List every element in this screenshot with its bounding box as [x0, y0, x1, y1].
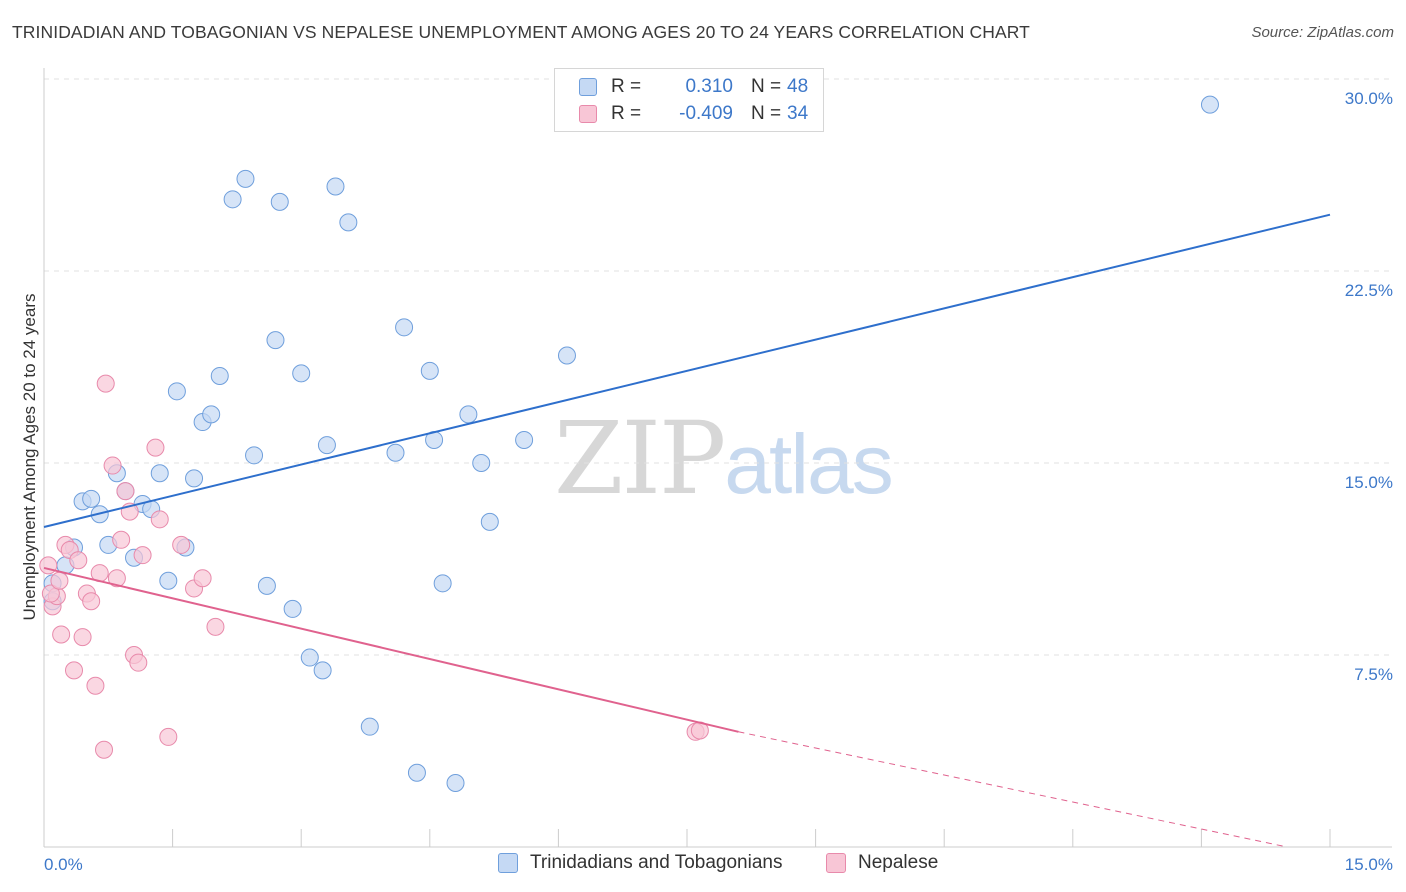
nepalese-point: [193, 569, 212, 588]
trinidadian-point: [339, 213, 358, 232]
trinidadian-point: [395, 318, 414, 337]
trinidadian-point: [245, 446, 264, 465]
trinidadian-point: [1200, 95, 1219, 114]
trinidadian-point: [82, 489, 101, 508]
trinidadian-point: [472, 454, 491, 472]
legend-r-value: -0.409: [679, 103, 733, 124]
trinidadian-point: [480, 512, 499, 531]
nepalese-point: [146, 438, 165, 457]
nepalese-point: [116, 482, 135, 501]
trinidadian-point: [223, 190, 242, 209]
trinidadian-point: [167, 382, 186, 401]
legend-n-value: 48: [787, 76, 809, 97]
trinidadian-point: [515, 430, 534, 449]
nepalese-point: [41, 584, 60, 603]
nepalese-point: [69, 551, 88, 570]
trinidadian-point: [446, 774, 465, 792]
trinidadian-point: [317, 436, 336, 455]
bottom-legend-label: Trinidadians and Tobagonians: [530, 852, 783, 873]
nepalese-point: [150, 510, 169, 529]
legend-r-label: R =: [611, 76, 642, 97]
nepalese-point: [52, 625, 71, 644]
nepalese-point: [65, 661, 84, 680]
watermark-atlas: atlas: [724, 417, 893, 511]
trinidadian-point: [159, 571, 178, 590]
y-tick-label: 30.0%: [1345, 89, 1393, 108]
trinidadian-point: [300, 648, 319, 667]
bottom-legend-label: Nepalese: [858, 852, 939, 873]
trinidadian-point: [407, 763, 426, 782]
legend-n-label: N =: [751, 76, 782, 97]
trinidadian-point: [236, 169, 255, 188]
trinidadian-point: [202, 405, 221, 424]
trinidadian-point: [386, 443, 405, 462]
trinidadian-point: [150, 464, 169, 483]
chart-title: TRINIDADIAN AND TOBAGONIAN VS NEPALESE U…: [12, 22, 1030, 42]
nepalese-point: [103, 456, 122, 475]
nepalese-point: [159, 727, 178, 746]
trinidadian-point: [185, 469, 204, 488]
trinidadian-point: [557, 346, 576, 365]
y-axis-label: Unemployment Among Ages 20 to 24 years: [20, 293, 39, 621]
bottom-legend-swatch-pink: [826, 853, 846, 873]
legend-row-nepalese: R = -0.409 N = 34: [579, 102, 808, 126]
trinidadian-point: [326, 177, 345, 196]
bottom-legend-trinidadian: Trinidadians and Tobagonians: [498, 852, 782, 874]
y-tick-label: 15.0%: [1345, 473, 1393, 492]
bottom-legend-swatch-blue: [498, 853, 518, 873]
nepalese-point: [82, 592, 101, 611]
nepalese-point: [96, 374, 115, 393]
watermark-zip: ZIP: [554, 400, 726, 517]
trinidadian-point: [420, 361, 439, 380]
nepalese-point: [133, 546, 152, 565]
x-tick-label: 15.0%: [1345, 855, 1393, 874]
legend-n-label: N =: [751, 103, 782, 124]
legend-r-value: 0.310: [685, 76, 733, 97]
nepalese-point: [107, 569, 126, 588]
y-tick-label: 22.5%: [1345, 281, 1393, 300]
nepalese-point: [112, 530, 131, 549]
trinidadian-point: [433, 574, 452, 593]
legend-r-label: R =: [611, 103, 642, 124]
trinidadian-trend-line: [43, 213, 1331, 528]
nepalese-point: [172, 535, 191, 554]
trinidadian-point: [313, 661, 332, 680]
x-tick-label: 0.0%: [44, 855, 83, 874]
legend-swatch-blue: [579, 78, 597, 96]
bottom-legend-nepalese: Nepalese: [826, 852, 938, 874]
nepalese-point: [86, 676, 105, 695]
legend-row-trinidadian: R = 0.310 N = 48: [579, 75, 808, 99]
legend-n-value: 34: [787, 103, 809, 124]
trinidadian-point: [283, 599, 302, 618]
trinidadian-point: [292, 364, 311, 383]
trinidadian-point: [266, 331, 285, 350]
nepalese-point: [206, 617, 225, 636]
trinidadian-point: [210, 366, 229, 385]
trinidadian-point: [360, 717, 379, 736]
source-label: Source: ZipAtlas.com: [1251, 24, 1394, 41]
correlation-legend: R = 0.310 N = 48 R = -0.409 N = 34: [554, 68, 824, 132]
legend-swatch-pink: [579, 105, 597, 123]
nepalese-trend-extension: [738, 731, 1288, 848]
nepalese-point: [73, 628, 92, 647]
trinidadian-point: [270, 192, 289, 211]
trinidadian-point: [459, 405, 478, 424]
nepalese-point: [95, 740, 114, 759]
nepalese-point: [50, 571, 69, 590]
watermark: ZIPatlas: [554, 400, 894, 517]
y-tick-label: 7.5%: [1354, 665, 1393, 684]
nepalese-trend-line: [43, 566, 739, 733]
trinidadian-point: [257, 576, 276, 595]
nepalese-point: [129, 653, 148, 672]
